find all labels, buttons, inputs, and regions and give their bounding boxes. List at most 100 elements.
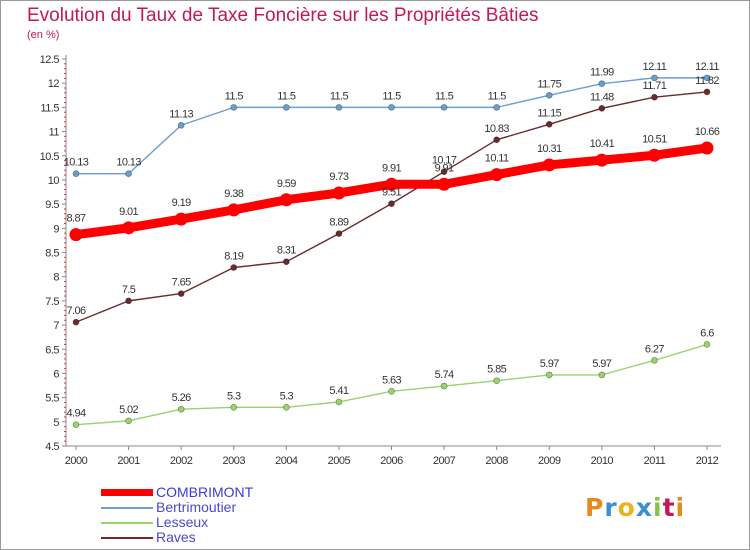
data-point: [125, 170, 132, 177]
data-point: [700, 141, 714, 155]
series-line-raves: [75, 91, 708, 323]
data-label: 10.51: [642, 133, 667, 145]
data-label: 11.5: [382, 90, 401, 102]
x-tick-label: 2009: [538, 455, 561, 467]
x-tick-label: 2003: [223, 455, 246, 467]
data-point: [283, 403, 290, 411]
y-tick-label: 9: [53, 223, 59, 235]
data-label: 7.65: [172, 277, 191, 289]
data-point: [125, 417, 132, 425]
data-point: [72, 318, 80, 326]
data-label: 9.59: [277, 178, 296, 190]
legend-item: Raves: [101, 530, 253, 545]
data-label: 9.51: [382, 187, 401, 199]
data-label: 8.31: [277, 245, 296, 257]
data-point: [227, 203, 241, 217]
data-label: 10.17: [432, 155, 457, 167]
data-label: 5.85: [487, 364, 506, 376]
legend-label: Bertrimoutier: [156, 499, 237, 515]
data-label: 11.99: [590, 67, 614, 79]
data-point: [174, 212, 188, 226]
legend-swatch: [101, 489, 153, 496]
data-label: 5.97: [540, 358, 559, 370]
data-label: 5.74: [435, 369, 454, 381]
data-label: 8.19: [224, 250, 243, 262]
data-point: [651, 74, 658, 82]
data-label: 10.13: [116, 157, 141, 169]
data-point: [72, 421, 80, 429]
x-tick-label: 2001: [117, 455, 140, 467]
legend-swatch: [101, 536, 153, 539]
data-label: 5.02: [119, 404, 138, 416]
data-label: 5.97: [592, 358, 611, 370]
data-label: 11.5: [225, 90, 244, 102]
chart-unit: (en %): [27, 29, 60, 41]
data-point: [388, 200, 395, 207]
y-tick-label: 10: [48, 175, 60, 187]
data-label: 4.94: [66, 408, 85, 420]
x-tick-label: 2007: [433, 455, 456, 467]
legend-label: COMBRIMONT: [156, 484, 254, 500]
data-point: [385, 177, 398, 191]
data-label: 12.11: [695, 61, 719, 73]
data-point: [651, 93, 658, 101]
data-label: 9.19: [172, 197, 191, 209]
data-point: [335, 104, 343, 111]
y-tick-label: 9.5: [45, 199, 59, 211]
data-point: [177, 290, 185, 297]
data-point: [177, 405, 185, 413]
data-label: 11.71: [643, 80, 667, 92]
y-tick-label: 11: [49, 127, 60, 139]
data-point: [493, 377, 500, 384]
y-tick-label: 5: [53, 417, 59, 429]
data-point: [440, 382, 448, 390]
data-label: 9.01: [119, 206, 138, 218]
data-point: [493, 136, 500, 144]
data-point: [598, 80, 606, 87]
y-tick-label: 12: [48, 78, 60, 90]
y-tick-label: 8.5: [45, 248, 59, 260]
data-label: 9.38: [224, 188, 243, 200]
y-tick-label: 5.5: [45, 393, 59, 405]
data-point: [230, 264, 238, 271]
data-label: 11.5: [277, 90, 296, 102]
data-point: [125, 297, 132, 305]
data-label: 8.87: [66, 213, 85, 225]
legend-item: Bertrimoutier: [101, 500, 253, 515]
x-tick-label: 2005: [328, 455, 351, 467]
data-label: 5.3: [280, 390, 294, 402]
data-label: 10.66: [695, 126, 720, 138]
y-tick-label: 6: [53, 368, 59, 380]
data-point: [122, 221, 136, 235]
x-tick-label: 2004: [275, 455, 298, 467]
data-point: [283, 104, 290, 111]
data-label: 5.63: [382, 374, 401, 386]
proxiti-logo: Proxiti: [585, 493, 686, 522]
data-point: [545, 121, 553, 128]
data-point: [335, 230, 343, 237]
data-label: 5.3: [227, 390, 241, 402]
y-tick-label: 8: [53, 272, 59, 284]
data-label: 12.11: [643, 61, 667, 73]
y-tick-label: 10.5: [40, 151, 60, 163]
x-tick-label: 2000: [65, 455, 88, 467]
legend-item: COMBRIMONT: [101, 485, 253, 500]
data-point: [283, 258, 290, 265]
data-point: [335, 398, 343, 406]
x-tick-label: 2002: [170, 455, 193, 467]
data-label: 10.83: [484, 123, 509, 135]
data-label: 11.5: [330, 90, 349, 102]
data-point: [437, 177, 451, 191]
data-point: [493, 104, 500, 111]
data-label: 11.5: [488, 90, 507, 102]
data-label: 9.91: [435, 162, 454, 174]
data-label: 11.15: [537, 107, 561, 119]
data-label: 11.5: [435, 90, 454, 102]
y-tick-label: 12.5: [40, 54, 60, 66]
legend-swatch: [101, 506, 153, 509]
legend-swatch: [101, 521, 153, 524]
data-label: 11.82: [695, 75, 719, 87]
y-tick-label: 4.5: [45, 441, 59, 453]
